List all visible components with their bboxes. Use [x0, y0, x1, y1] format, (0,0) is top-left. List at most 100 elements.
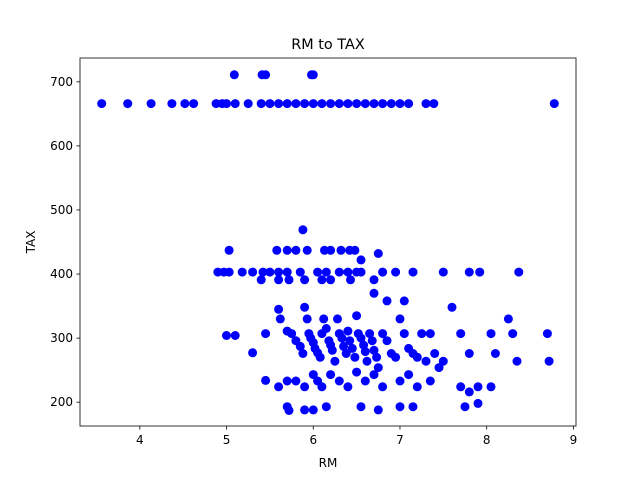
data-point — [464, 267, 474, 277]
data-point — [295, 267, 305, 277]
data-point — [282, 245, 292, 255]
data-point — [274, 304, 284, 314]
data-point — [230, 331, 240, 340]
data-point — [189, 99, 199, 109]
data-point — [382, 296, 392, 306]
data-point — [425, 376, 435, 386]
data-point — [282, 267, 292, 277]
data-point — [350, 245, 360, 255]
data-point — [222, 331, 231, 340]
data-point — [343, 99, 353, 109]
data-point — [360, 376, 370, 386]
data-point — [261, 70, 271, 80]
data-point — [386, 99, 396, 109]
data-point — [369, 275, 379, 285]
data-point — [382, 336, 392, 346]
data-point — [373, 249, 383, 258]
data-point — [317, 99, 327, 109]
data-point — [300, 99, 310, 109]
data-point — [300, 275, 310, 285]
data-point — [395, 402, 405, 412]
data-point — [274, 382, 284, 392]
data-point — [404, 370, 414, 380]
data-point — [224, 267, 234, 277]
y-tick-label: 200 — [50, 395, 73, 409]
data-point — [475, 267, 485, 277]
chart-title: RM to TAX — [291, 37, 365, 53]
data-point — [321, 324, 331, 333]
y-axis-label: TAX — [24, 231, 38, 255]
data-point — [508, 329, 518, 339]
y-tick-label: 700 — [50, 75, 73, 89]
data-point — [302, 245, 312, 255]
y-tick-label: 300 — [50, 331, 73, 345]
data-point — [313, 267, 323, 277]
data-point — [319, 314, 329, 324]
data-point — [180, 99, 190, 109]
data-point — [395, 376, 405, 386]
data-point — [456, 382, 466, 392]
data-point — [391, 267, 401, 277]
x-axis-ticks: 4 5 6 7 8 9 — [136, 426, 577, 447]
data-point — [391, 352, 401, 362]
data-point — [421, 99, 431, 109]
y-tick-label: 400 — [50, 267, 73, 281]
data-point — [343, 382, 353, 392]
data-point — [425, 329, 435, 339]
data-point — [261, 375, 271, 385]
data-point — [274, 275, 284, 285]
data-point — [291, 376, 301, 386]
data-point — [369, 370, 379, 380]
data-point — [473, 382, 483, 392]
x-tick-label: 6 — [309, 433, 317, 447]
data-point — [421, 356, 431, 366]
data-point — [282, 376, 292, 386]
data-point — [229, 70, 239, 80]
data-point — [350, 352, 360, 362]
data-point — [369, 345, 379, 355]
data-point — [473, 398, 483, 408]
data-point — [326, 245, 336, 255]
data-point — [261, 329, 271, 339]
data-point — [369, 288, 379, 298]
data-point — [490, 349, 500, 358]
data-point — [334, 376, 344, 386]
data-point — [464, 349, 474, 358]
data-point — [345, 336, 355, 346]
data-point — [237, 267, 247, 277]
data-point — [399, 329, 409, 339]
data-point — [365, 329, 375, 339]
data-point — [337, 333, 347, 343]
data-point — [272, 245, 282, 255]
data-point — [334, 267, 344, 277]
data-point — [258, 267, 268, 277]
data-point — [360, 99, 370, 109]
data-point — [308, 370, 318, 380]
data-point — [334, 99, 344, 109]
data-point — [430, 349, 440, 358]
data-point — [230, 99, 240, 109]
x-axis-label: RM — [319, 456, 338, 470]
data-point — [456, 329, 466, 339]
x-tick-label: 7 — [396, 433, 404, 447]
data-point — [399, 296, 409, 306]
data-point — [265, 267, 275, 277]
data-point — [372, 352, 382, 362]
data-point — [284, 406, 294, 415]
data-point — [486, 382, 496, 392]
data-point — [274, 99, 284, 109]
data-point — [356, 267, 366, 277]
data-point — [360, 347, 370, 357]
data-point — [308, 405, 318, 415]
data-point — [408, 402, 418, 412]
data-point — [224, 245, 234, 255]
data-point — [352, 311, 362, 321]
data-point — [326, 275, 336, 285]
scatter-points — [97, 70, 559, 415]
data-point — [282, 99, 292, 109]
data-point — [447, 302, 457, 312]
x-tick-label: 9 — [570, 433, 578, 447]
data-point — [503, 314, 513, 324]
data-point — [352, 99, 362, 109]
data-point — [378, 382, 388, 392]
